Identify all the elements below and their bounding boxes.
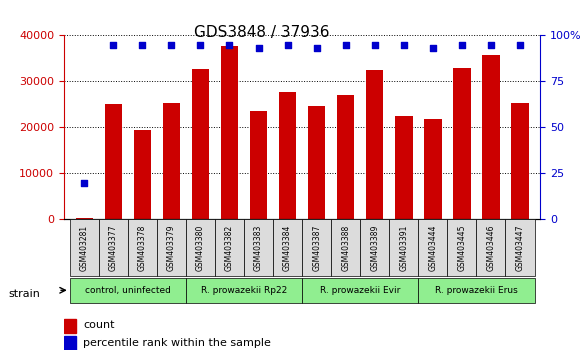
Bar — [279, 92, 296, 219]
Point — [428, 45, 437, 51]
FancyBboxPatch shape — [505, 219, 535, 276]
Text: GSM403281: GSM403281 — [80, 225, 89, 271]
FancyBboxPatch shape — [70, 219, 99, 276]
Bar — [511, 103, 529, 219]
Point — [80, 180, 89, 185]
Bar — [337, 95, 354, 219]
FancyBboxPatch shape — [157, 219, 186, 276]
FancyBboxPatch shape — [418, 278, 535, 303]
Text: GSM403383: GSM403383 — [254, 224, 263, 271]
Bar — [163, 103, 180, 219]
Bar — [76, 218, 93, 219]
Bar — [221, 46, 238, 219]
Bar — [395, 116, 413, 219]
Text: GSM403384: GSM403384 — [283, 224, 292, 271]
Text: R. prowazekii Evir: R. prowazekii Evir — [320, 286, 400, 295]
FancyBboxPatch shape — [215, 219, 244, 276]
FancyBboxPatch shape — [389, 219, 418, 276]
Bar — [482, 55, 500, 219]
Text: strain: strain — [9, 289, 41, 299]
FancyBboxPatch shape — [331, 219, 360, 276]
Text: GDS3848 / 37936: GDS3848 / 37936 — [193, 25, 329, 40]
FancyBboxPatch shape — [418, 219, 447, 276]
Point — [254, 45, 263, 51]
Point — [399, 42, 408, 47]
Point — [312, 45, 321, 51]
Text: GSM403387: GSM403387 — [312, 224, 321, 271]
Text: GSM403444: GSM403444 — [428, 224, 437, 271]
Text: count: count — [83, 320, 114, 330]
Bar — [453, 68, 471, 219]
Point — [109, 42, 118, 47]
Text: GSM403380: GSM403380 — [196, 224, 205, 271]
FancyBboxPatch shape — [302, 278, 418, 303]
Text: GSM403389: GSM403389 — [370, 224, 379, 271]
Bar — [424, 119, 442, 219]
Text: R. prowazekii Erus: R. prowazekii Erus — [435, 286, 518, 295]
Text: GSM403379: GSM403379 — [167, 224, 176, 271]
Text: GSM403445: GSM403445 — [457, 224, 467, 271]
Text: control, uninfected: control, uninfected — [85, 286, 171, 295]
Bar — [192, 69, 209, 219]
Bar — [64, 319, 76, 333]
FancyBboxPatch shape — [302, 219, 331, 276]
Bar — [250, 111, 267, 219]
FancyBboxPatch shape — [99, 219, 128, 276]
FancyBboxPatch shape — [70, 278, 186, 303]
Bar — [134, 130, 151, 219]
Text: GSM403446: GSM403446 — [486, 224, 496, 271]
FancyBboxPatch shape — [186, 219, 215, 276]
Point — [457, 42, 467, 47]
Point — [196, 42, 205, 47]
Point — [283, 42, 292, 47]
Bar — [366, 70, 383, 219]
Point — [370, 42, 379, 47]
FancyBboxPatch shape — [476, 219, 505, 276]
Text: GSM403388: GSM403388 — [341, 225, 350, 271]
FancyBboxPatch shape — [447, 219, 476, 276]
Point — [225, 42, 234, 47]
Point — [486, 42, 496, 47]
Text: GSM403378: GSM403378 — [138, 224, 147, 271]
Bar — [105, 104, 122, 219]
FancyBboxPatch shape — [186, 278, 302, 303]
Point — [341, 42, 350, 47]
Point — [167, 42, 176, 47]
Bar — [64, 336, 76, 350]
Text: GSM403377: GSM403377 — [109, 224, 118, 271]
Text: percentile rank within the sample: percentile rank within the sample — [83, 338, 271, 348]
FancyBboxPatch shape — [128, 219, 157, 276]
Text: GSM403391: GSM403391 — [399, 224, 408, 271]
FancyBboxPatch shape — [360, 219, 389, 276]
Bar — [308, 106, 325, 219]
Point — [138, 42, 147, 47]
Text: GSM403382: GSM403382 — [225, 225, 234, 271]
FancyBboxPatch shape — [244, 219, 273, 276]
Text: GSM403447: GSM403447 — [515, 224, 525, 271]
Text: R. prowazekii Rp22: R. prowazekii Rp22 — [201, 286, 287, 295]
Point — [515, 42, 525, 47]
FancyBboxPatch shape — [273, 219, 302, 276]
